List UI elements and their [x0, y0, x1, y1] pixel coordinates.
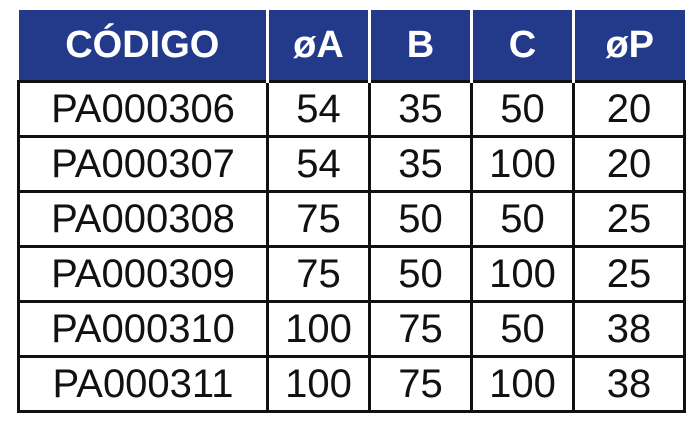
header-diameter-a: øA — [266, 10, 370, 82]
cell-b: 75 — [368, 300, 473, 358]
cell-b: 35 — [368, 135, 473, 193]
cell-codigo: PA000311 — [17, 355, 269, 413]
cell-c: 50 — [470, 80, 575, 138]
header-row: CÓDIGO øA B C øP — [18, 10, 685, 82]
header-codigo: CÓDIGO — [18, 10, 268, 82]
cell-codigo: PA000307 — [17, 135, 269, 193]
cell-codigo: PA000310 — [17, 300, 269, 358]
cell-diameter-a: 54 — [266, 135, 371, 193]
header-b: B — [368, 10, 472, 82]
cell-diameter-p: 25 — [572, 190, 686, 248]
cell-diameter-a: 75 — [266, 190, 371, 248]
cell-diameter-p: 20 — [572, 80, 686, 138]
table-row: PA000311 100 75 100 38 — [17, 355, 686, 413]
cell-b: 50 — [368, 190, 473, 248]
cell-diameter-p: 38 — [572, 355, 686, 413]
table-row: PA000310 100 75 50 38 — [17, 300, 686, 358]
cell-diameter-p: 38 — [572, 300, 686, 358]
cell-c: 100 — [470, 355, 575, 413]
cell-c: 50 — [470, 190, 575, 248]
cell-b: 35 — [368, 80, 473, 138]
cell-c: 100 — [470, 245, 575, 303]
table-row: PA000308 75 50 50 25 — [17, 190, 686, 248]
cell-diameter-a: 54 — [266, 80, 371, 138]
table-row: PA000307 54 35 100 20 — [17, 135, 686, 193]
cell-diameter-a: 100 — [266, 300, 371, 358]
cell-b: 75 — [368, 355, 473, 413]
header-diameter-p: øP — [572, 10, 685, 82]
cell-diameter-p: 25 — [572, 245, 686, 303]
cell-codigo: PA000308 — [17, 190, 269, 248]
cell-b: 50 — [368, 245, 473, 303]
table-row: PA000309 75 50 100 25 — [17, 245, 686, 303]
dimensions-table: CÓDIGO øA B C øP PA000306 54 35 50 20 PA00030… — [17, 10, 686, 413]
cell-diameter-a: 75 — [266, 245, 371, 303]
table-row: PA000306 54 35 50 20 — [17, 80, 686, 138]
cell-codigo: PA000306 — [17, 80, 269, 138]
cell-c: 100 — [470, 135, 575, 193]
header-c: C — [470, 10, 574, 82]
cell-diameter-a: 100 — [266, 355, 371, 413]
cell-c: 50 — [470, 300, 575, 358]
cell-codigo: PA000309 — [17, 245, 269, 303]
cell-diameter-p: 20 — [572, 135, 686, 193]
